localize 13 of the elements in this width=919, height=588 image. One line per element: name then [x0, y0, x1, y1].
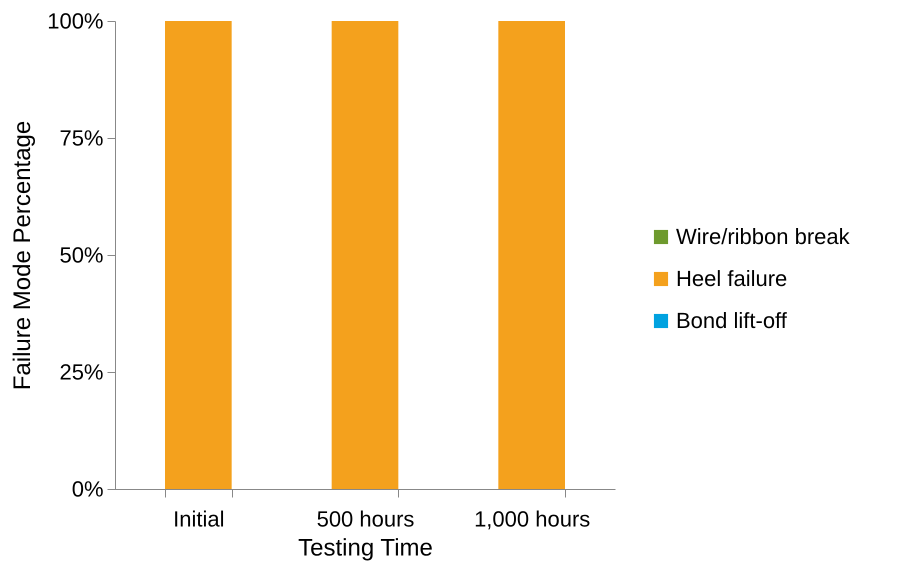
y-tick-label: 50% [59, 242, 104, 268]
y-tick-label: 75% [59, 126, 104, 150]
x-tick-label: 500 hours [316, 506, 414, 532]
x-tick-label: 1,000 hours [474, 506, 590, 532]
y-axis-title: Failure Mode Percentage [9, 120, 36, 390]
y-tick-label: 0% [72, 476, 104, 502]
legend-label: Bond lift-off [676, 308, 788, 333]
x-tick-label: Initial [173, 506, 225, 532]
x-axis-title: Testing Time [298, 534, 433, 562]
legend-label: Wire/ribbon break [676, 224, 851, 249]
y-tick-label: 100% [47, 8, 104, 34]
y-tick-label: 25% [59, 360, 104, 384]
legend-label: Heel failure [676, 266, 788, 291]
